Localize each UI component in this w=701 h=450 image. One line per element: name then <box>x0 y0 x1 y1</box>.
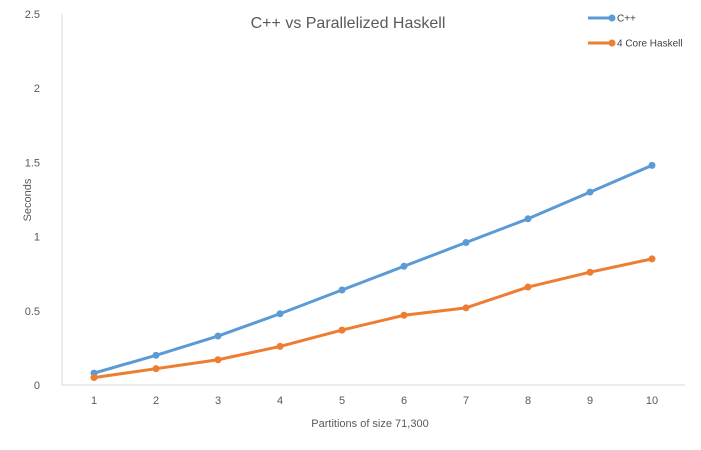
data-point-4-core-haskell <box>90 374 98 382</box>
data-point-c <box>152 351 160 359</box>
data-point-4-core-haskell <box>276 342 284 350</box>
data-point-c <box>648 161 656 169</box>
x-tick-label: 2 <box>153 395 159 407</box>
y-axis: 0 0.5 1 1.5 2 2.5 <box>25 9 40 392</box>
data-point-4-core-haskell <box>400 311 408 319</box>
y-tick-label: 2.5 <box>25 9 40 21</box>
x-tick-label: 6 <box>401 395 407 407</box>
chart-title: C++ vs Parallelized Haskell <box>251 15 446 32</box>
data-point-c <box>586 188 594 196</box>
x-tick-label: 9 <box>587 395 593 407</box>
series-group <box>90 161 656 382</box>
legend-marker <box>608 14 616 22</box>
legend-label: 4 Core Haskell <box>617 39 683 50</box>
data-point-4-core-haskell <box>648 255 656 263</box>
x-tick-label: 7 <box>463 395 469 407</box>
series-line-c <box>92 163 654 375</box>
data-point-4-core-haskell <box>338 326 346 334</box>
data-point-c <box>338 286 346 294</box>
series-c <box>90 161 656 377</box>
data-point-4-core-haskell <box>462 304 470 312</box>
y-axis-label: Seconds <box>22 178 34 221</box>
legend: C++ 4 Core Haskell <box>588 14 683 50</box>
legend-item: 4 Core Haskell <box>588 39 683 50</box>
y-tick-label: 0.5 <box>25 306 40 318</box>
y-tick-label: 1 <box>34 232 40 244</box>
y-tick-label: 2 <box>34 83 40 95</box>
data-point-c <box>276 310 284 318</box>
y-tick-label: 0 <box>34 380 40 392</box>
data-point-c <box>400 262 408 270</box>
data-point-4-core-haskell <box>152 365 160 373</box>
data-point-c <box>462 239 470 247</box>
data-point-4-core-haskell <box>524 283 532 291</box>
legend-marker <box>608 39 616 47</box>
x-tick-label: 1 <box>91 395 97 407</box>
x-tick-label: 10 <box>646 395 658 407</box>
x-tick-label: 4 <box>277 395 283 407</box>
series-4-core-haskell <box>90 255 656 382</box>
x-axis-label: Partitions of size 71,300 <box>311 418 428 430</box>
y-tick-label: 1.5 <box>25 157 40 169</box>
x-tick-label: 8 <box>525 395 531 407</box>
series-line-4-core-haskell <box>92 257 654 380</box>
legend-label: C++ <box>617 14 636 25</box>
legend-item: C++ <box>588 14 636 25</box>
x-axis: 1 2 3 4 5 6 7 8 9 10 <box>91 395 658 407</box>
data-point-4-core-haskell <box>586 268 594 276</box>
data-point-4-core-haskell <box>214 356 222 364</box>
x-tick-label: 5 <box>339 395 345 407</box>
data-point-c <box>524 215 532 223</box>
x-tick-label: 3 <box>215 395 221 407</box>
data-point-c <box>214 332 222 340</box>
